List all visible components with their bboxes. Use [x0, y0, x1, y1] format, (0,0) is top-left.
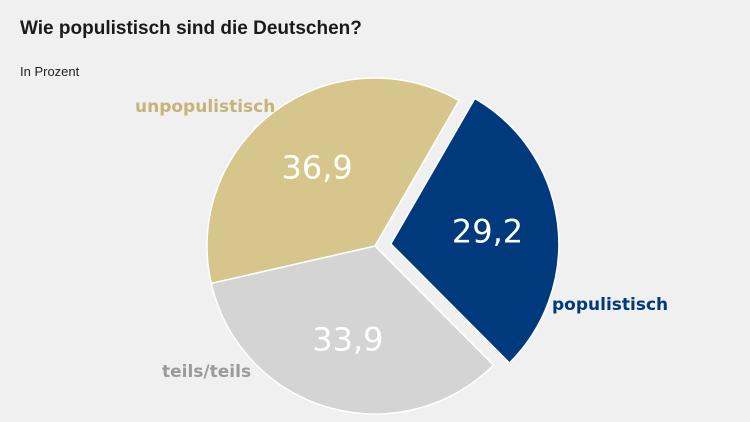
category-label-populistisch: populistisch	[552, 295, 668, 315]
chart-subtitle: In Prozent	[20, 64, 80, 79]
value-label-populistisch: 29,2	[452, 212, 523, 250]
value-label-unpopulistisch: 36,9	[282, 149, 353, 187]
value-label-teils-teils: 33,9	[312, 321, 383, 359]
pie-slice-teils-teils	[210, 245, 495, 415]
chart-title: Wie populistisch sind die Deutschen?	[20, 18, 362, 39]
category-label-teils-teils: teils/teils	[162, 362, 251, 382]
pie-slice-unpopulistisch	[206, 77, 461, 285]
category-label-unpopulistisch: unpopulistisch	[135, 97, 275, 117]
pie-slice-populistisch	[389, 97, 560, 365]
